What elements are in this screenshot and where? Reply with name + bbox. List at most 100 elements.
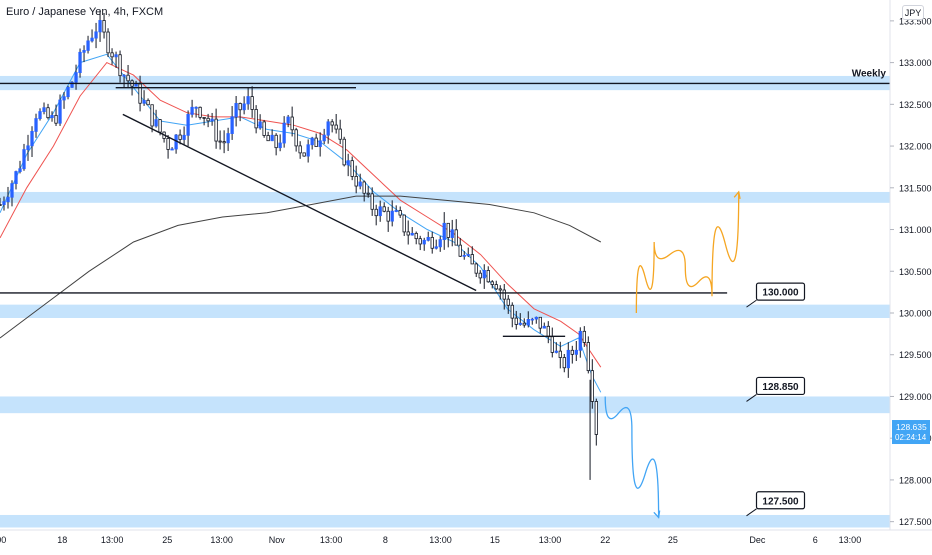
candle-body [470,254,474,265]
candle-body [118,54,122,77]
candle-body [134,83,138,87]
candle-body [246,96,250,105]
candle-body [438,239,442,248]
candle-body [46,107,50,119]
candle-body [390,210,394,222]
price-tick-label: 130.500 [899,267,932,277]
candle-body [378,206,382,217]
candle-body [486,270,490,283]
triangle-lower-trendline[interactable] [122,113,477,292]
candle-body [238,103,242,111]
candle-body [262,121,266,136]
candle-body [182,134,186,140]
candle-body [218,140,222,143]
weekly-label: Weekly [852,69,887,80]
candle-body [382,206,386,212]
candle-body [22,149,26,170]
candle-body [66,86,70,98]
candle-body [506,298,510,306]
date-tick-label: 15 [490,535,500,545]
drawings[interactable]: Weekly 130.000 128.850 127.500 [0,69,890,519]
candle-body [366,192,370,195]
candle-body [398,210,402,216]
bar-countdown: 02:24:14 [895,433,927,442]
candle-body [294,129,298,147]
candle-body [78,51,82,73]
candle-body [422,239,426,245]
date-tick-label: 6 [813,535,818,545]
candle-body [466,254,470,256]
price-tick-label: 128.000 [899,475,932,485]
candle-body [146,99,150,106]
bearish-projection-path[interactable] [604,396,660,518]
candle-body [286,116,290,124]
price-tick-label: 127.500 [899,517,932,527]
candle-body [586,342,590,372]
candle-body [350,160,354,177]
candle-body [434,246,438,249]
callout-box[interactable] [755,282,806,301]
bullish-projection-path[interactable] [635,191,740,313]
candle-body [110,52,114,58]
currency-badge[interactable]: JPY [902,5,924,20]
candle-body [454,229,458,246]
callout-box[interactable] [755,491,806,510]
moving-averages [0,53,602,393]
symbol-title: Euro / Japanese Yen, 4h, FXCM [6,6,164,18]
sr-zone[interactable] [0,304,890,318]
sr-zone[interactable] [0,191,890,203]
candle-body [362,181,366,194]
price-tick-label: 131.500 [899,183,932,193]
price-tick-label: 133.000 [899,58,932,68]
candle-body [226,133,230,144]
zone-layer [0,75,890,528]
candle-body [394,210,398,212]
candle-body [306,144,310,157]
candle-body [510,304,514,319]
candle-body [386,210,390,222]
candle-body [154,119,158,127]
candle-body [446,222,450,238]
candle-body [0,204,2,206]
candle-body [410,232,414,236]
callout-box[interactable] [755,376,806,396]
candle-body [6,196,10,203]
sr-zone[interactable] [0,396,890,414]
candle-body [58,99,62,124]
candle-body [318,140,322,147]
candle-body [342,138,346,166]
candle-body [82,50,86,53]
candle-body [230,116,234,134]
candle-body [414,232,418,240]
candle-body [54,114,58,124]
candle-body [502,289,506,300]
candle-body [518,322,522,325]
candle-body [70,81,74,88]
candle-body [114,54,118,58]
date-tick-label: Nov [269,535,286,545]
candle-body [42,107,46,112]
candle-body [370,193,374,210]
price-tick-label: 133.500 [899,16,932,26]
candle-body [578,330,582,351]
candle-body [282,122,286,144]
candle-body [338,128,342,140]
candle-body [30,131,34,147]
candle-body [126,74,130,82]
candle-body [562,357,566,369]
date-tick-label: 22 [600,535,610,545]
candle-body [402,214,406,233]
date-tick-label: 13:00 [839,535,862,545]
current-price-badge[interactable] [892,420,930,445]
sr-zone[interactable] [0,514,890,528]
candle-body [426,236,430,241]
callout-pointer [746,299,757,308]
candle-body [202,116,206,119]
candle-body [494,284,498,290]
candle-body [462,254,466,257]
candle-body [250,96,254,110]
candle-body [94,31,98,39]
candle-body [490,281,494,285]
